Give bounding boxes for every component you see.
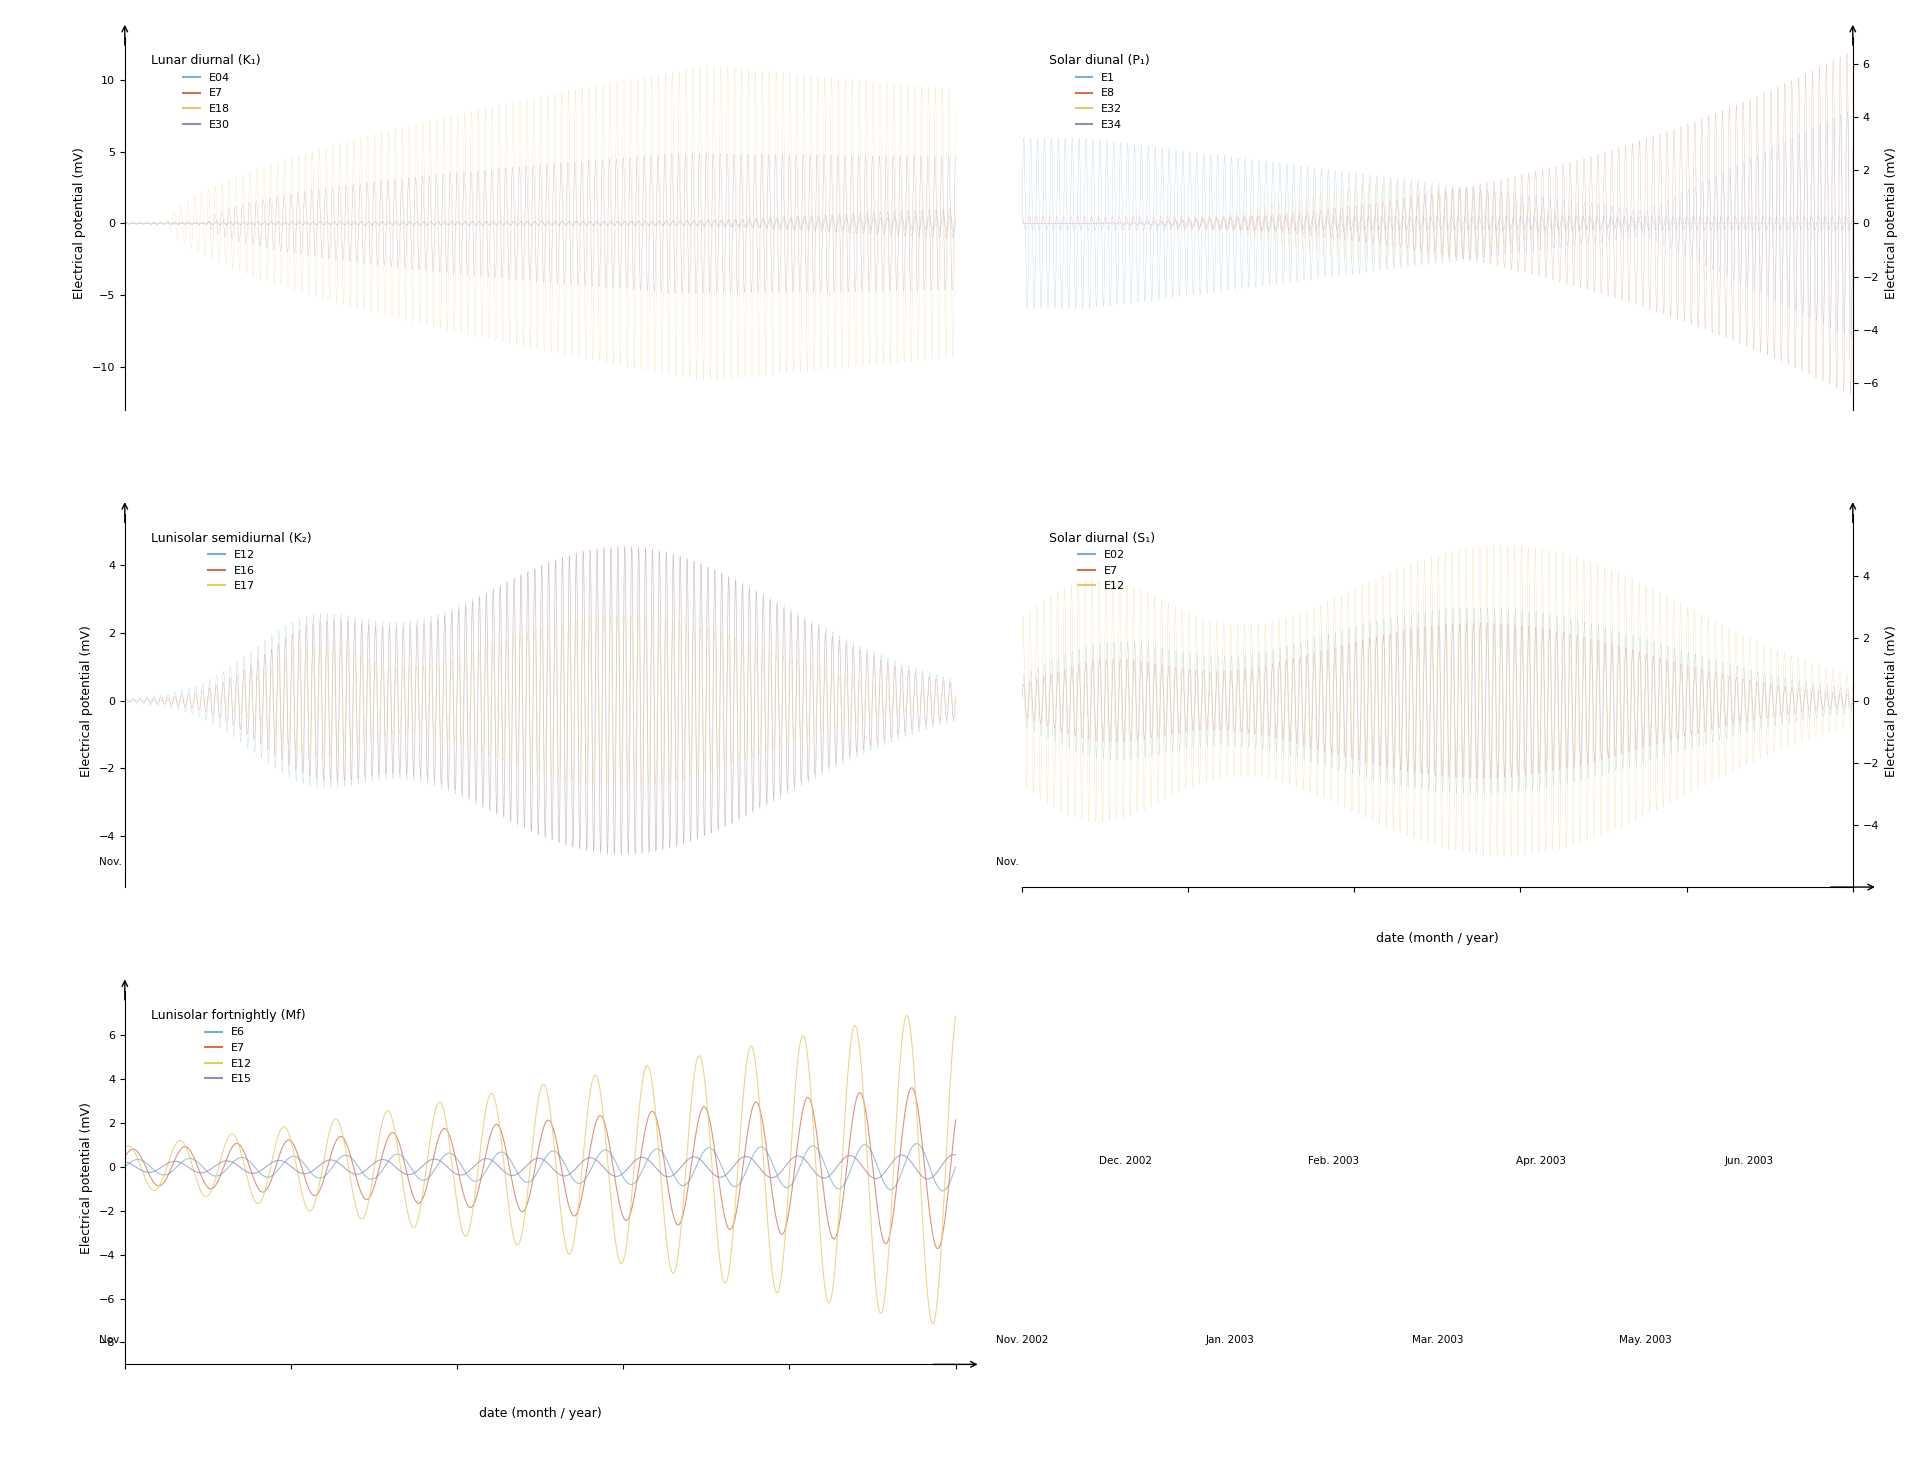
Y-axis label: Electrical potential (mV): Electrical potential (mV): [81, 625, 92, 776]
Text: Feb. 2003: Feb. 2003: [411, 1155, 463, 1165]
Legend: E12, E16, E17: E12, E16, E17: [148, 527, 317, 596]
Text: Jun. 2003: Jun. 2003: [828, 1155, 876, 1165]
Legend: E02, E7, E12: E02, E7, E12: [1044, 527, 1160, 596]
Y-axis label: Electrical potential (mV): Electrical potential (mV): [73, 148, 86, 299]
Text: Mar. 2003: Mar. 2003: [515, 1335, 566, 1345]
Text: Jan. 2003: Jan. 2003: [307, 857, 357, 867]
Legend: E6, E7, E12, E15: E6, E7, E12, E15: [148, 1004, 311, 1089]
Text: Jan. 2003: Jan. 2003: [1206, 1335, 1254, 1345]
Text: Nov. 2002: Nov. 2002: [996, 857, 1048, 867]
Legend: E1, E8, E32, E34: E1, E8, E32, E34: [1044, 50, 1154, 134]
Text: Mar. 2003: Mar. 2003: [1411, 1335, 1463, 1345]
Text: Dec. 2002: Dec. 2002: [202, 1155, 255, 1165]
Text: Apr. 2003: Apr. 2003: [1517, 1155, 1567, 1165]
Text: Jan. 2003: Jan. 2003: [307, 1335, 357, 1345]
Text: Mar. 2003: Mar. 2003: [1411, 857, 1463, 867]
Text: date (month / year): date (month / year): [478, 1407, 601, 1420]
Text: May. 2003: May. 2003: [722, 1335, 774, 1345]
Text: May. 2003: May. 2003: [1619, 1335, 1672, 1345]
Text: May. 2003: May. 2003: [1619, 857, 1672, 867]
Text: Nov. 2002: Nov. 2002: [98, 1335, 152, 1345]
Text: Nov. 2002: Nov. 2002: [996, 1335, 1048, 1345]
Text: Apr. 2003: Apr. 2003: [618, 1155, 668, 1165]
Legend: E04, E7, E18, E30: E04, E7, E18, E30: [148, 50, 265, 134]
Y-axis label: Electrical potential (mV): Electrical potential (mV): [81, 1102, 92, 1254]
Text: Dec. 2002: Dec. 2002: [1100, 1155, 1152, 1165]
Text: Jan. 2003: Jan. 2003: [1206, 857, 1254, 867]
Y-axis label: Electrical potential (mV): Electrical potential (mV): [1885, 625, 1897, 776]
Text: Jun. 2003: Jun. 2003: [1724, 1155, 1774, 1165]
Text: Mar. 2003: Mar. 2003: [515, 857, 566, 867]
Text: date (month / year): date (month / year): [1377, 932, 1500, 945]
Text: May. 2003: May. 2003: [722, 857, 774, 867]
Y-axis label: Electrical potential (mV): Electrical potential (mV): [1885, 148, 1897, 299]
Text: Nov. 2002: Nov. 2002: [98, 857, 152, 867]
Text: Feb. 2003: Feb. 2003: [1308, 1155, 1359, 1165]
